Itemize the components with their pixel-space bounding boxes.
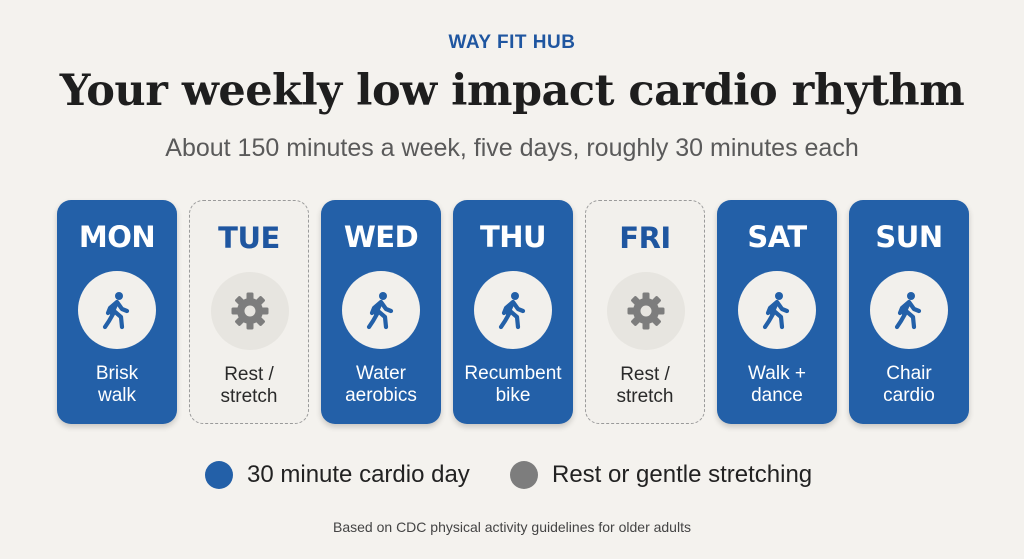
activity-label: Rest / stretch: [190, 364, 308, 408]
day-card-fri: FRI Rest / stretch: [585, 200, 705, 424]
activity-label: Recumbent bike: [453, 363, 573, 407]
day-card-thu: THU Recumbent bike: [453, 200, 573, 424]
activity-label: Brisk walk: [57, 363, 177, 407]
day-card-wed: WED Water aerobics: [321, 200, 441, 424]
day-label: SUN: [875, 220, 943, 254]
weekly-schedule: MON Brisk walk TUE Rest / stretch WED Wa…: [57, 200, 969, 426]
legend-item-rest: Rest or gentle stretching: [510, 459, 812, 491]
activity-line-1: Chair: [886, 363, 932, 384]
activity-line-2: bike: [495, 385, 531, 406]
legend-label-cardio: 30 minute cardio day: [247, 461, 470, 488]
activity-line-1: Rest /: [224, 364, 274, 385]
activity-line-2: stretch: [220, 386, 278, 407]
activity-icon-badge: [607, 272, 685, 350]
day-label: WED: [343, 220, 419, 254]
activity-line-1: Recumbent: [464, 363, 562, 384]
day-label: SAT: [747, 220, 807, 254]
legend-dot-cardio: [205, 461, 233, 489]
activity-icon-badge: [342, 271, 420, 349]
activity-icon-badge: [211, 272, 289, 350]
day-card-mon: MON Brisk walk: [57, 200, 177, 424]
day-card-sat: SAT Walk + dance: [717, 200, 837, 424]
activity-line-1: Brisk: [95, 363, 139, 384]
activity-icon-badge: [738, 271, 816, 349]
activity-icon-badge: [78, 271, 156, 349]
day-card-sun: SUN Chair cardio: [849, 200, 969, 424]
activity-line-2: cardio: [883, 385, 935, 406]
legend-dot-rest: [510, 461, 538, 489]
day-label: FRI: [619, 221, 671, 255]
legend-label-rest: Rest or gentle stretching: [552, 461, 813, 488]
source-footnote: Based on CDC physical activity guideline…: [333, 519, 691, 535]
day-label: THU: [479, 220, 547, 254]
activity-label: Rest / stretch: [586, 364, 704, 408]
activity-line-2: aerobics: [345, 385, 417, 406]
day-label: MON: [78, 220, 156, 254]
legend: 30 minute cardio day Rest or gentle stre…: [0, 459, 1024, 491]
activity-icon-badge: [870, 271, 948, 349]
activity-label: Water aerobics: [321, 363, 441, 407]
activity-line-2: walk: [97, 385, 136, 406]
page-subtitle: About 150 minutes a week, five days, rou…: [165, 134, 859, 162]
activity-label: Walk + dance: [717, 363, 837, 407]
activity-icon-badge: [474, 271, 552, 349]
activity-line-1: Water: [356, 363, 406, 384]
day-card-tue: TUE Rest / stretch: [189, 200, 309, 424]
activity-label: Chair cardio: [849, 363, 969, 407]
activity-line-2: dance: [751, 385, 803, 406]
legend-item-cardio: 30 minute cardio day: [205, 459, 470, 491]
activity-line-1: Rest /: [620, 364, 670, 385]
activity-line-1: Walk +: [748, 363, 806, 384]
page-title: Your weekly low impact cardio rhythm: [59, 66, 965, 116]
day-label: TUE: [218, 221, 280, 255]
activity-line-2: stretch: [616, 386, 674, 407]
brand-name: WAY FIT HUB: [448, 32, 576, 53]
